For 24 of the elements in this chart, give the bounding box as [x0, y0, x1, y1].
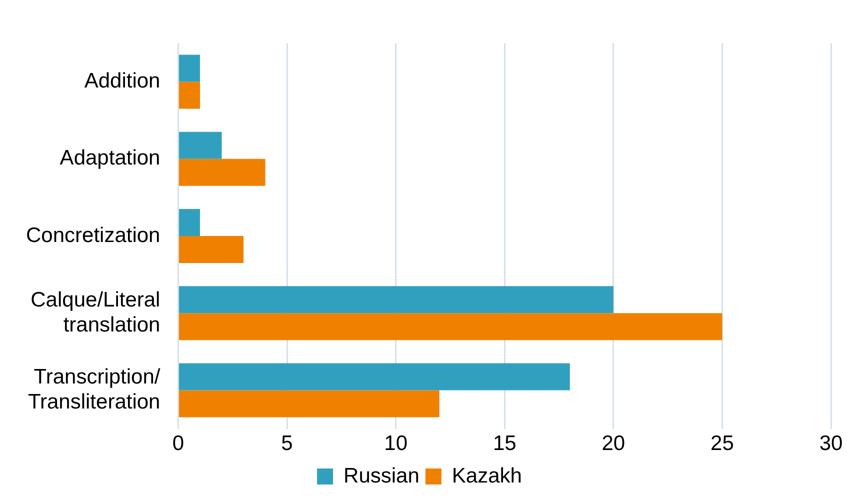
x-tick-label: 30 [819, 432, 843, 456]
legend-label: Russian [344, 464, 420, 488]
bar [178, 363, 570, 390]
legend-label: Kazakh [452, 464, 522, 488]
bar [178, 54, 200, 82]
y-tick-label: Addition [84, 70, 160, 93]
bar [178, 132, 222, 159]
x-tick-label: 0 [172, 432, 184, 456]
x-tick-label: 25 [710, 432, 734, 456]
bar [178, 209, 200, 236]
y-tick-label: Concretization [26, 224, 160, 247]
x-tick-label: 15 [492, 432, 516, 456]
bar [178, 82, 200, 109]
bar [178, 158, 266, 186]
x-tick-label: 5 [281, 432, 293, 456]
bar [178, 286, 614, 314]
bar [178, 313, 722, 340]
bar [178, 390, 440, 418]
bar [178, 236, 244, 263]
x-tick-label: 10 [384, 432, 408, 456]
y-tick-label: Adaptation [60, 146, 160, 170]
y-tick-label: Calque/Literal translation [30, 288, 160, 337]
x-tick-label: 20 [602, 432, 626, 456]
y-tick-label: Transcription/Transliteration [28, 365, 160, 414]
